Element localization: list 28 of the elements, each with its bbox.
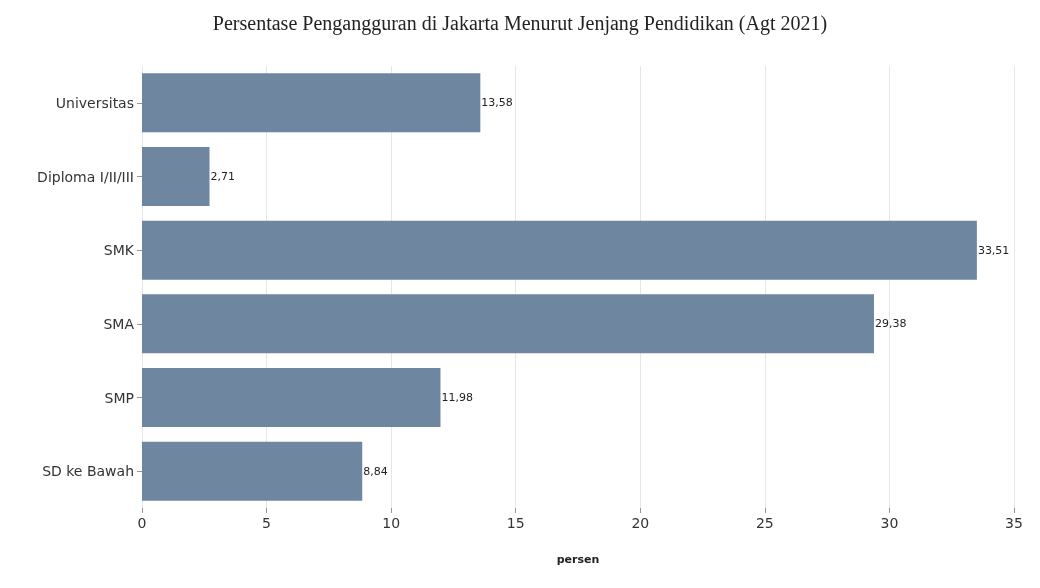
x-tick-label: 30 [880,515,899,531]
x-tick-label: 10 [382,515,401,531]
x-tick-label: 35 [1005,515,1023,531]
x-tick-label: 0 [137,515,147,531]
data-label: 29,38 [874,317,907,331]
x-tick-label: 15 [506,515,525,531]
x-axis-title: persen [556,553,600,566]
bar [142,368,441,427]
x-tick-label: 20 [631,515,650,531]
bar [142,147,210,206]
data-label: 8,84 [363,464,388,478]
y-tick-label: SMK [103,242,135,259]
chart-title: Persentase Pengangguran di Jakarta Menurut Jenjang Pendidikan (Agt 2021) [212,12,828,35]
data-label: 11,98 [441,391,473,404]
bar [142,73,481,133]
data-label: 33,51 [977,243,1010,257]
bar [142,294,874,354]
y-tick-label: SD ke Bawah [42,463,134,480]
y-tick-label: Universitas [55,94,134,111]
y-tick-label: SMA [103,315,135,332]
bar [142,441,363,501]
bar [142,220,977,280]
x-tick-label: 5 [262,515,272,531]
data-label: 2,71 [210,170,236,183]
y-tick-label: Diploma I/II/III [37,168,134,185]
data-label: 13,58 [481,96,513,110]
y-tick-label: SMP [104,389,134,406]
x-tick-label: 25 [755,515,774,531]
